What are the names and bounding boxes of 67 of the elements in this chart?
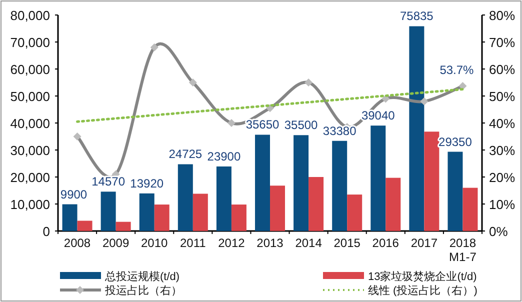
y-tick-label: 30,000 (10, 143, 50, 158)
bar (139, 193, 154, 231)
legend-label: 13家垃圾焚烧企业(t/d) (368, 270, 477, 283)
data-label: 35500 (284, 118, 318, 132)
legend-label: 总投运规模(t/d) (104, 270, 180, 283)
x-tick-label: 2018 M1-7 (449, 236, 477, 264)
y2-tick-label: 20% (489, 170, 516, 185)
y-tick-label: 20,000 (10, 170, 50, 185)
bar (62, 204, 78, 231)
data-label: 23900 (207, 149, 241, 164)
data-label: 9900 (60, 187, 88, 202)
bar (154, 204, 170, 231)
bar (448, 152, 463, 231)
y2-tick-label: 0% (489, 224, 508, 239)
bar (308, 177, 324, 231)
y-tick-label: 0 (42, 224, 50, 239)
data-label: 29350 (438, 134, 472, 149)
bar (294, 135, 309, 231)
bar (255, 134, 270, 231)
y-tick-label: 40,000 (10, 116, 50, 131)
x-tick-label: 2014 (295, 236, 322, 250)
bar (409, 26, 424, 231)
bar (77, 220, 92, 231)
y-tick-label: 60,000 (10, 62, 50, 77)
x-tick-label: 2009 (102, 236, 130, 250)
y-tick-label: 70,000 (10, 35, 50, 50)
bar (192, 194, 208, 231)
x-tick-label: 2008 (64, 236, 91, 250)
y2-tick-label: 50% (489, 89, 516, 104)
bar (462, 188, 478, 231)
y-tick-label: 50,000 (10, 89, 50, 104)
y2-tick-label: 70% (489, 35, 516, 50)
bar (386, 178, 401, 231)
bar (116, 222, 131, 231)
bar (270, 186, 285, 231)
data-label: 53.7% (440, 63, 474, 78)
x-tick-label: 2016 (372, 236, 400, 250)
bar (332, 140, 348, 231)
data-label: 75835 (400, 9, 434, 24)
data-label: 13920 (130, 176, 164, 190)
data-label: 24725 (168, 147, 202, 162)
bar (100, 192, 116, 231)
y-tick-label: 10,000 (10, 197, 50, 212)
bar (424, 132, 440, 231)
data-label: 39040 (361, 108, 396, 123)
y-tick-label: 80,000 (10, 8, 50, 23)
bar (347, 194, 362, 231)
bar (216, 166, 232, 231)
data-label: 14570 (92, 174, 126, 189)
x-tick-label: 2012 (218, 236, 246, 250)
x-tick-label: 2010 (141, 236, 168, 250)
y2-tick-label: 80% (489, 8, 516, 23)
legend-label: 投运占比（右） (104, 284, 182, 297)
bar (231, 204, 246, 231)
x-tick-label: 2015 (334, 236, 361, 250)
y2-tick-label: 40% (489, 116, 516, 131)
data-label: 33380 (322, 124, 357, 138)
x-tick-label: 2011 (180, 236, 206, 250)
y2-tick-label: 10% (489, 197, 516, 212)
x-tick-label: 2013 (256, 236, 284, 250)
bar (178, 164, 193, 231)
y2-tick-label: 30% (489, 143, 516, 158)
legend-label: 线性 (投运占比（右）) (368, 284, 478, 297)
y2-tick-label: 60% (489, 62, 516, 77)
data-label: 35650 (246, 118, 280, 132)
x-tick-label: 2017 (410, 236, 438, 250)
bar (370, 126, 386, 231)
